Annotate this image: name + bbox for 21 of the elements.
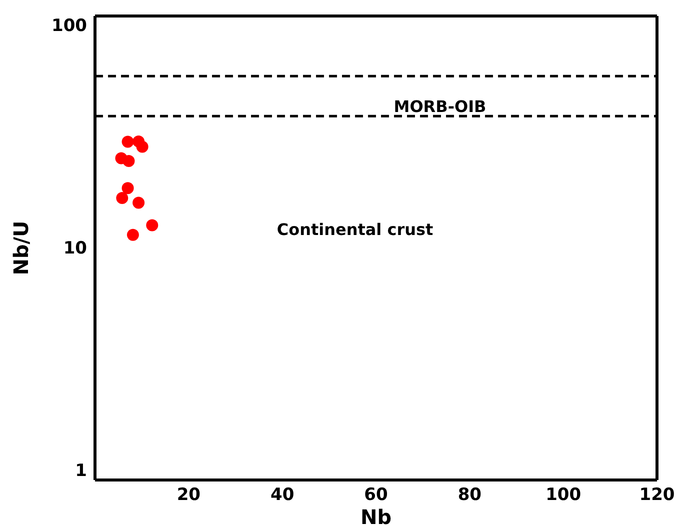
y-axis-title: Nb/U — [9, 220, 34, 276]
point — [122, 155, 135, 167]
point — [136, 140, 148, 153]
point — [122, 182, 134, 194]
y-tick-label: 10 — [63, 238, 88, 259]
point — [116, 192, 128, 204]
x-tick-label: 100 — [546, 485, 582, 506]
x-tick-label: 120 — [639, 485, 675, 506]
annotation: Continental crust — [276, 220, 434, 239]
point — [126, 228, 139, 241]
x-tick-label: 20 — [176, 485, 201, 506]
point — [132, 196, 145, 209]
y-tick-label: 100 — [52, 16, 88, 36]
x-axis-title: Nb — [360, 505, 392, 526]
x-tick-label: 80 — [458, 485, 482, 506]
y-tick-label: 1 — [75, 460, 87, 481]
point — [146, 219, 158, 232]
annotation: MORB-OIB — [394, 97, 486, 116]
point — [122, 136, 134, 148]
x-tick-label: 60 — [364, 485, 388, 506]
x-tick-label: 40 — [270, 485, 294, 506]
